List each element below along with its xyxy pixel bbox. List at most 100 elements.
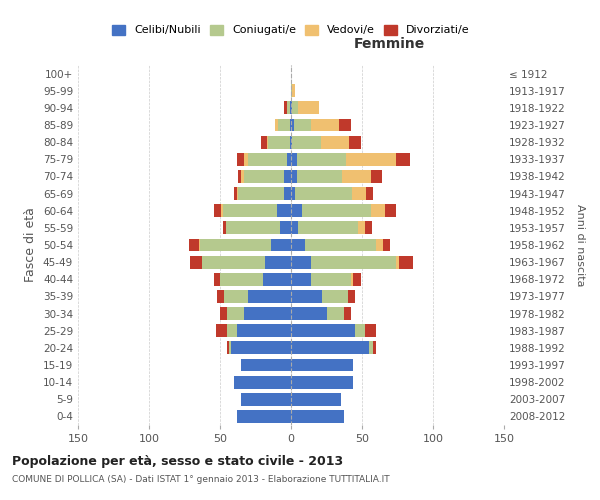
- Bar: [291, 153, 296, 166]
- Bar: [290, 118, 291, 132]
- Bar: [234, 187, 237, 200]
- Bar: [366, 187, 373, 200]
- Bar: [291, 84, 292, 97]
- Bar: [284, 102, 287, 114]
- Bar: [237, 187, 238, 200]
- Bar: [291, 307, 326, 320]
- Bar: [277, 204, 291, 217]
- Bar: [298, 102, 319, 114]
- Bar: [296, 153, 346, 166]
- Legend: Celibi/Nubili, Coniugati/e, Vedovi/e, Divorziati/e: Celibi/Nubili, Coniugati/e, Vedovi/e, Di…: [108, 20, 474, 40]
- Bar: [244, 153, 248, 166]
- Bar: [376, 238, 383, 252]
- Bar: [232, 342, 291, 354]
- Bar: [268, 136, 290, 148]
- Bar: [383, 238, 391, 252]
- Bar: [292, 136, 321, 148]
- Bar: [311, 273, 350, 285]
- Bar: [291, 290, 322, 303]
- Text: Femmine: Femmine: [353, 36, 425, 51]
- Bar: [371, 204, 385, 217]
- Bar: [261, 136, 267, 148]
- Bar: [214, 273, 220, 285]
- Bar: [291, 256, 311, 268]
- Bar: [290, 136, 291, 148]
- Bar: [291, 222, 298, 234]
- Bar: [248, 290, 291, 303]
- Bar: [291, 118, 294, 132]
- Bar: [396, 256, 399, 268]
- Bar: [226, 222, 280, 234]
- Bar: [223, 204, 277, 217]
- Bar: [190, 256, 202, 268]
- Bar: [291, 376, 353, 388]
- Bar: [221, 204, 223, 217]
- Bar: [305, 238, 376, 252]
- Bar: [234, 376, 291, 388]
- Bar: [291, 324, 355, 337]
- Bar: [267, 136, 268, 148]
- Bar: [284, 170, 291, 183]
- Bar: [291, 170, 296, 183]
- Bar: [214, 204, 221, 217]
- Bar: [189, 238, 199, 252]
- Bar: [227, 342, 229, 354]
- Bar: [229, 342, 232, 354]
- Bar: [355, 324, 365, 337]
- Bar: [271, 238, 291, 252]
- Bar: [290, 102, 291, 114]
- Bar: [238, 170, 241, 183]
- Y-axis label: Anni di nascita: Anni di nascita: [575, 204, 585, 286]
- Bar: [385, 204, 396, 217]
- Bar: [224, 290, 248, 303]
- Bar: [373, 342, 376, 354]
- Bar: [371, 170, 382, 183]
- Bar: [217, 290, 224, 303]
- Bar: [237, 324, 291, 337]
- Bar: [291, 342, 369, 354]
- Bar: [350, 273, 353, 285]
- Bar: [344, 307, 350, 320]
- Bar: [291, 204, 302, 217]
- Bar: [216, 324, 227, 337]
- Bar: [369, 342, 373, 354]
- Y-axis label: Fasce di età: Fasce di età: [25, 208, 37, 282]
- Bar: [202, 256, 265, 268]
- Bar: [199, 238, 200, 252]
- Bar: [244, 307, 291, 320]
- Bar: [295, 187, 352, 200]
- Bar: [311, 118, 339, 132]
- Bar: [263, 273, 291, 285]
- Bar: [291, 102, 292, 114]
- Bar: [298, 222, 358, 234]
- Bar: [292, 102, 298, 114]
- Bar: [291, 187, 295, 200]
- Bar: [220, 307, 227, 320]
- Bar: [200, 238, 271, 252]
- Bar: [342, 170, 371, 183]
- Bar: [238, 187, 284, 200]
- Bar: [278, 118, 290, 132]
- Bar: [396, 153, 410, 166]
- Bar: [291, 136, 292, 148]
- Bar: [237, 410, 291, 423]
- Bar: [287, 102, 290, 114]
- Bar: [291, 238, 305, 252]
- Bar: [294, 118, 311, 132]
- Bar: [358, 222, 365, 234]
- Bar: [280, 222, 291, 234]
- Bar: [296, 170, 342, 183]
- Bar: [275, 118, 278, 132]
- Bar: [339, 118, 350, 132]
- Bar: [223, 222, 226, 234]
- Text: Popolazione per età, sesso e stato civile - 2013: Popolazione per età, sesso e stato civil…: [12, 455, 343, 468]
- Bar: [302, 204, 371, 217]
- Bar: [311, 256, 396, 268]
- Bar: [365, 222, 372, 234]
- Bar: [220, 273, 263, 285]
- Bar: [352, 187, 366, 200]
- Text: COMUNE DI POLLICA (SA) - Dati ISTAT 1° gennaio 2013 - Elaborazione TUTTITALIA.IT: COMUNE DI POLLICA (SA) - Dati ISTAT 1° g…: [12, 475, 389, 484]
- Bar: [227, 307, 244, 320]
- Bar: [237, 153, 244, 166]
- Bar: [321, 136, 349, 148]
